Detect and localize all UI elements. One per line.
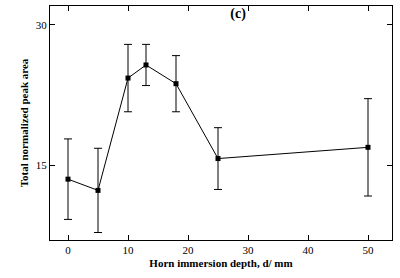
svg-text:30: 30 xyxy=(36,19,48,31)
svg-text:20: 20 xyxy=(183,244,195,256)
svg-text:50: 50 xyxy=(363,244,375,256)
svg-text:(c): (c) xyxy=(230,6,246,22)
svg-text:Total normalized peak area: Total normalized peak area xyxy=(18,58,30,187)
svg-text:15: 15 xyxy=(36,159,48,171)
svg-text:30: 30 xyxy=(243,244,255,256)
svg-text:10: 10 xyxy=(123,244,135,256)
svg-text:0: 0 xyxy=(65,244,71,256)
svg-text:Horn immersion depth, d/ mm: Horn immersion depth, d/ mm xyxy=(149,257,292,269)
svg-text:40: 40 xyxy=(303,244,315,256)
